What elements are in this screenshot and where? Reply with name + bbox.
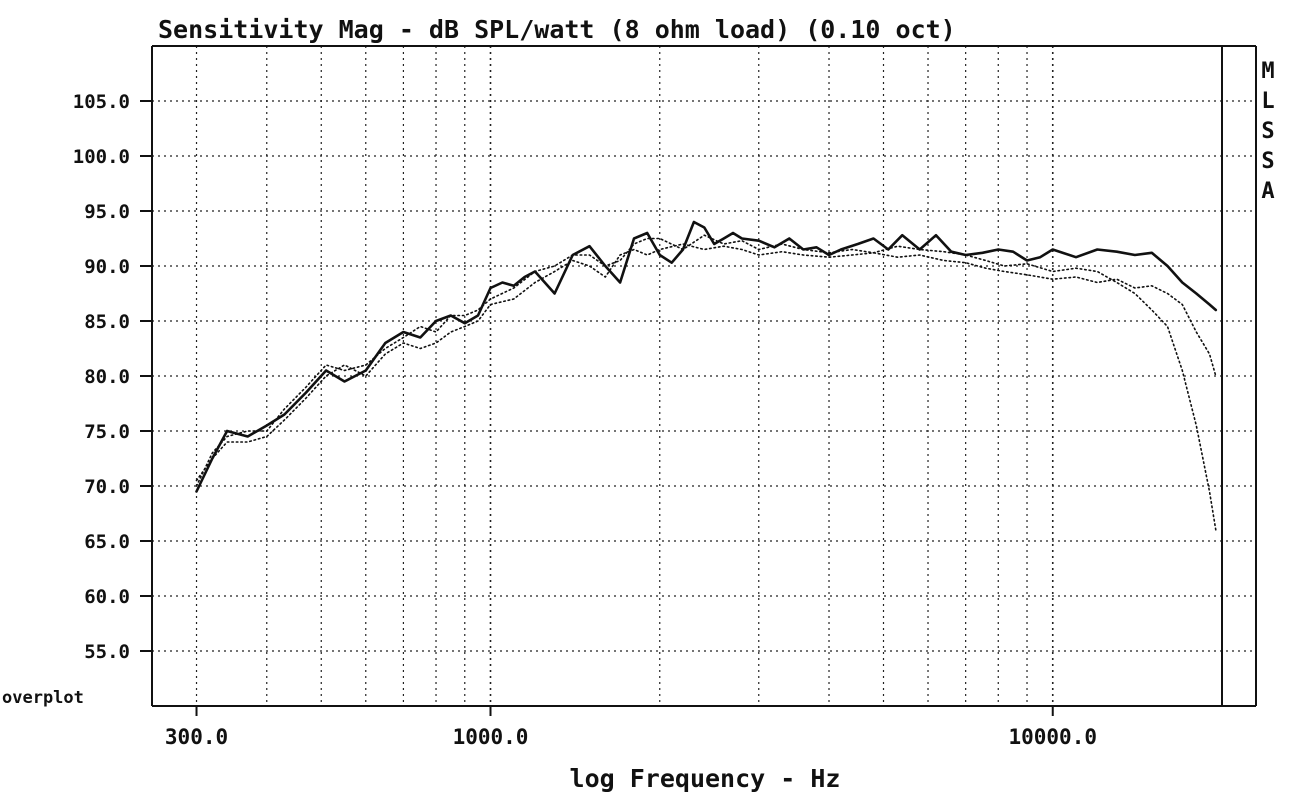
x-tick-label: 10000.0: [1008, 725, 1097, 749]
overplot-label: overplot: [2, 688, 84, 708]
side-label-letter: L: [1261, 89, 1274, 114]
side-label-letter: M: [1261, 59, 1274, 84]
y-tick-label: 85.0: [84, 311, 130, 333]
grid: [152, 46, 1256, 706]
y-tick-label: 90.0: [84, 256, 130, 278]
x-tick-label: 300.0: [165, 725, 228, 749]
y-axis-ticks: 105.0 100.0 95.0 90.0 85.0 80.0 75.0 70.0 65.0 60…: [73, 91, 152, 663]
y-tick-label: 80.0: [84, 366, 130, 388]
chart-title: Sensitivity Mag - dB SPL/watt (8 ohm loa…: [158, 15, 956, 44]
y-tick-label: 55.0: [84, 641, 130, 663]
side-label-letter: S: [1261, 149, 1274, 174]
series-line-dotted-2: [195, 243, 1217, 482]
side-label-letter: S: [1261, 119, 1274, 144]
y-tick-label: 95.0: [84, 201, 130, 223]
series-lines: [195, 220, 1218, 531]
y-tick-label: 70.0: [84, 476, 130, 498]
y-tick-label: 65.0: [84, 531, 130, 553]
y-tick-label: 60.0: [84, 586, 130, 608]
y-tick-label: 75.0: [84, 421, 130, 443]
x-axis-label: log Frequency - Hz: [570, 764, 841, 793]
series-line-dotted-1: [195, 234, 1217, 531]
y-tick-label: 100.0: [73, 146, 130, 168]
x-tick-label: 1000.0: [453, 725, 529, 749]
x-axis-ticks: 300.0 1000.0 10000.0: [165, 706, 1097, 749]
side-label-letter: A: [1261, 179, 1274, 204]
y-tick-label: 105.0: [73, 91, 130, 113]
series-line-solid: [195, 220, 1218, 493]
